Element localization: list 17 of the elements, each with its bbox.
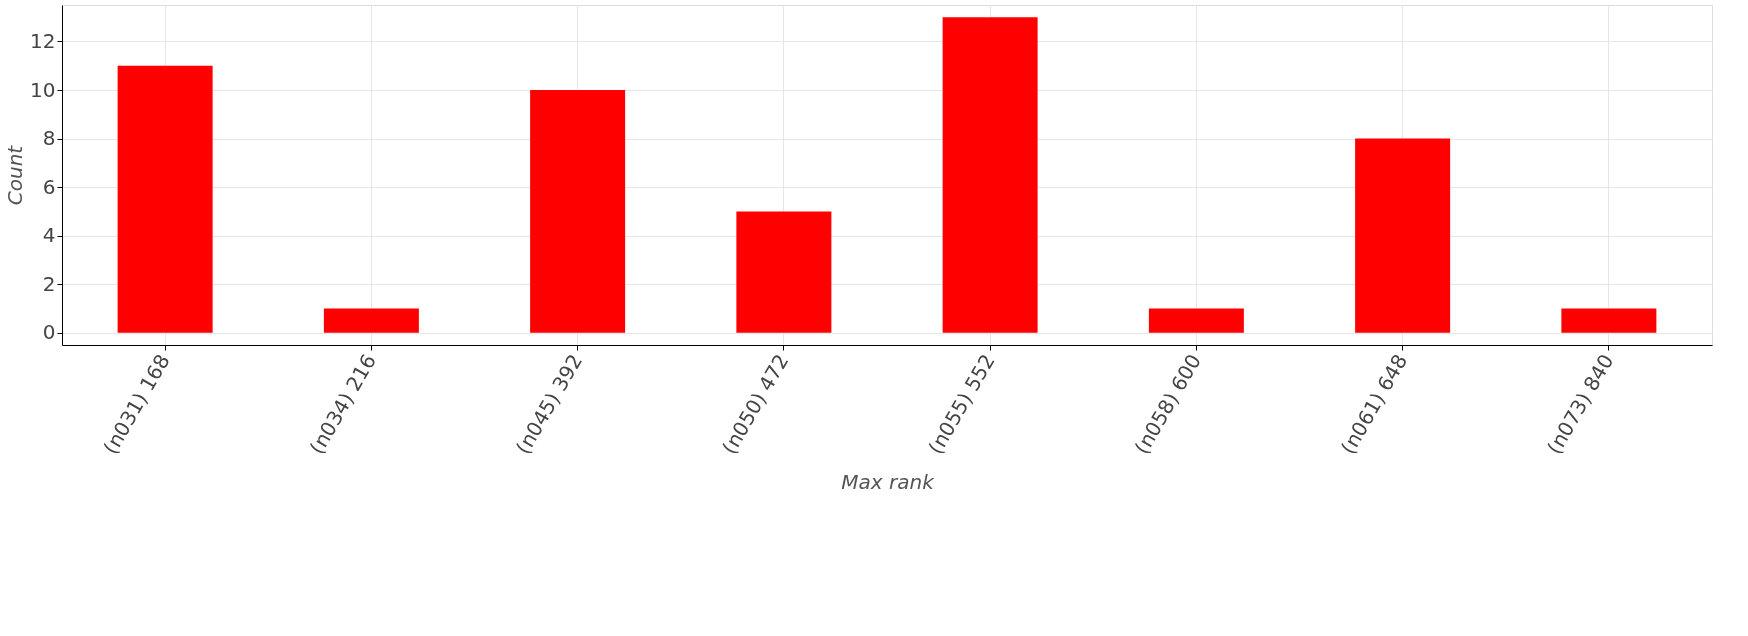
bar [1561, 308, 1657, 333]
bar [942, 17, 1038, 333]
bar [530, 90, 626, 333]
y-axis-title: Count [3, 144, 28, 206]
x-axis-title: Max rank [841, 469, 936, 494]
y-tick-label: 0 [42, 320, 56, 345]
bar [1355, 138, 1451, 333]
bar [323, 308, 419, 333]
bar [117, 65, 213, 333]
y-tick-label: 2 [42, 271, 56, 296]
y-tick-label: 12 [30, 28, 56, 53]
y-tick-label: 8 [42, 126, 56, 151]
bar [1148, 308, 1244, 333]
y-tick-label: 10 [30, 77, 56, 102]
y-tick-label: 6 [42, 174, 56, 199]
y-tick-label: 4 [42, 223, 56, 248]
bar [736, 211, 832, 333]
